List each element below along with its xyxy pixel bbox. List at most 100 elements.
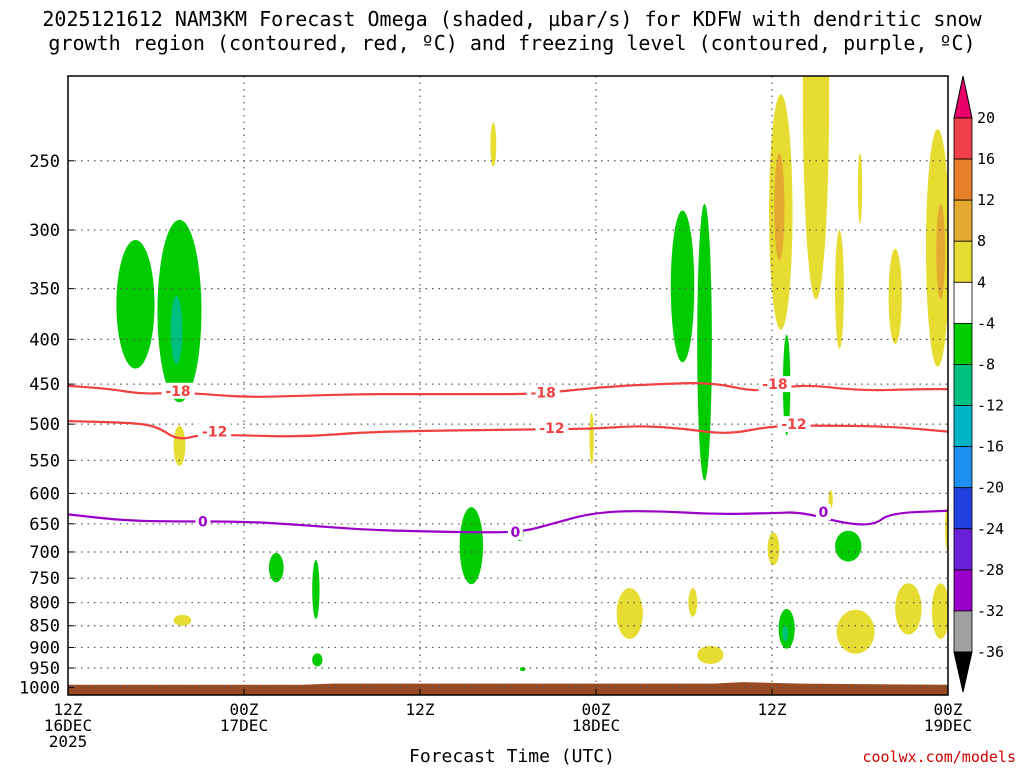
colorbar-band <box>953 117 973 160</box>
contour-1 <box>68 419 948 440</box>
omega-shade-3 <box>173 425 186 466</box>
x-tick-label: 12Z <box>406 700 435 719</box>
terrain <box>68 682 948 695</box>
colorbar-band <box>953 569 973 612</box>
y-tick-label: 1000 <box>19 678 60 698</box>
y-tick-label: 300 <box>29 221 60 241</box>
omega-shade-21 <box>835 230 844 349</box>
omega-shade-4 <box>173 614 192 626</box>
colorbar-label: 8 <box>977 232 986 250</box>
contour-label-bg <box>777 416 811 433</box>
x-tick-label: 17DEC <box>220 716 268 735</box>
plot-frame <box>67 75 949 696</box>
colorbar-label: -12 <box>977 397 1004 415</box>
colorbar-label: -4 <box>977 314 995 332</box>
x-tick-label: 12Z <box>758 700 787 719</box>
x-tick-label: 16DEC <box>44 716 92 735</box>
colorbar-band <box>953 240 973 283</box>
colorbar-label: -8 <box>977 355 995 373</box>
omega-shade-7 <box>312 653 323 667</box>
contour-label-bg <box>526 384 560 401</box>
colorbar-label: -24 <box>977 520 1004 538</box>
omega-shade-11 <box>519 667 526 672</box>
colorbar-label: -36 <box>977 643 1004 661</box>
x-tick-label: 19DEC <box>924 716 972 735</box>
omega-shade-14 <box>697 203 712 481</box>
colorbar-band <box>953 446 973 489</box>
contour-label: -12 <box>202 425 227 441</box>
colorbar-band <box>953 199 973 242</box>
omega-shade-34 <box>931 583 948 639</box>
omega-shade-9 <box>459 507 484 585</box>
omega-shade-33 <box>895 583 922 635</box>
omega-shade-0 <box>116 240 155 369</box>
omega-shade-28 <box>782 625 789 642</box>
colorbar-label: 12 <box>977 191 995 209</box>
x-tick-label: 00Z <box>230 700 259 719</box>
y-tick-label: 400 <box>29 330 60 350</box>
omega-shade-25 <box>857 153 863 224</box>
colorbar-top-arrow <box>953 75 973 119</box>
colorbar-band <box>953 610 973 653</box>
x-tick-label: 2025 <box>49 732 88 751</box>
colorbar-band <box>953 158 973 201</box>
omega-shade-32 <box>836 609 875 654</box>
contour-label: -18 <box>531 385 556 401</box>
omega-shade-2 <box>170 296 183 365</box>
contour-label-bg <box>815 503 831 520</box>
contour-label: -12 <box>539 421 564 437</box>
x-tick-label: 18DEC <box>572 716 620 735</box>
colorbar-band <box>953 322 973 365</box>
contour-label: -18 <box>762 377 787 393</box>
y-tick-label: 650 <box>29 515 60 535</box>
contour-label-bg <box>161 382 195 399</box>
colorbar-label: 20 <box>977 109 995 127</box>
contour-label: -12 <box>781 417 806 433</box>
omega-shade-8 <box>490 122 497 167</box>
contour-label-bg <box>758 376 792 393</box>
omega-shade-12 <box>589 412 594 464</box>
omega-shade-30 <box>767 532 780 566</box>
colorbar-band <box>953 528 973 571</box>
y-tick-label: 250 <box>29 152 60 172</box>
omega-shade-16 <box>616 588 643 639</box>
x-tick-label: 00Z <box>934 700 963 719</box>
contour-label: 0 <box>818 505 828 521</box>
x-tick-label: 00Z <box>582 700 611 719</box>
colorbar-label: 16 <box>977 150 995 168</box>
colorbar-band <box>953 281 973 324</box>
y-tick-label: 600 <box>29 484 60 504</box>
x-axis-title: Forecast Time (UTC) <box>409 746 615 767</box>
colorbar-bottom-arrow <box>953 651 973 693</box>
omega-shade-20 <box>802 76 830 300</box>
contour-label-bg <box>198 423 232 440</box>
omega-shade-24 <box>936 203 946 300</box>
chart-title-line2: growth region (contoured, red, ºC) and f… <box>48 31 976 55</box>
y-tick-label: 350 <box>29 280 60 300</box>
y-tick-label: 450 <box>29 375 60 395</box>
omega-shade-22 <box>888 248 902 345</box>
contour-label: 0 <box>198 514 208 530</box>
colorbar-label: -28 <box>977 561 1004 579</box>
omega-shade-13 <box>670 210 695 363</box>
site-credit: coolwx.com/models <box>862 748 1016 766</box>
contour-label-bg <box>535 419 569 436</box>
y-tick-label: 750 <box>29 569 60 589</box>
x-tick-label: 12Z <box>54 700 83 719</box>
contour-label-bg <box>507 523 523 540</box>
colorbar-label: 4 <box>977 273 986 291</box>
omega-shade-5 <box>268 553 284 583</box>
omega-shade-29 <box>835 530 862 562</box>
colorbar-label: -32 <box>977 602 1004 620</box>
y-tick-label: 700 <box>29 543 60 563</box>
y-tick-label: 550 <box>29 451 60 471</box>
colorbar-band <box>953 364 973 406</box>
colorbar-label: -16 <box>977 438 1004 456</box>
omega-shade-17 <box>697 645 724 664</box>
omega-shade-19 <box>774 153 785 261</box>
y-tick-label: 500 <box>29 415 60 435</box>
y-tick-label: 850 <box>29 617 60 637</box>
chart-title-line1: 2025121612 NAM3KM Forecast Omega (shaded… <box>42 7 982 31</box>
omega-shade-6 <box>312 560 320 619</box>
